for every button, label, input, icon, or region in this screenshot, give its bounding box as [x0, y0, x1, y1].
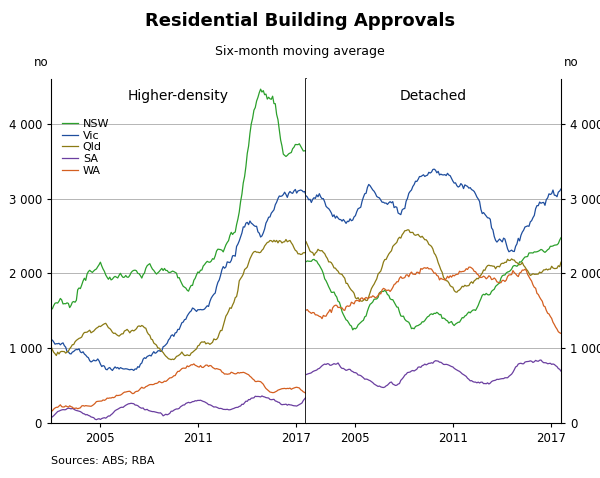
WA — [302, 391, 310, 396]
Qld — [153, 342, 160, 348]
Text: Detached: Detached — [400, 89, 467, 103]
WA — [209, 365, 216, 370]
NSW — [257, 87, 264, 92]
Vic — [109, 368, 116, 373]
SA — [259, 393, 266, 399]
SA — [209, 403, 216, 409]
SA — [302, 394, 310, 400]
SA — [47, 415, 55, 421]
Line: SA: SA — [51, 396, 306, 420]
Line: Vic: Vic — [51, 189, 306, 370]
Qld — [194, 343, 202, 349]
NSW — [194, 269, 202, 275]
SA — [93, 417, 100, 423]
SA — [177, 404, 184, 410]
WA — [78, 403, 85, 409]
Line: WA: WA — [51, 364, 306, 411]
NSW — [209, 256, 216, 261]
Text: Six-month moving average: Six-month moving average — [215, 45, 385, 58]
Qld — [283, 237, 290, 242]
Vic — [302, 193, 310, 198]
Vic — [194, 307, 202, 313]
Qld — [47, 344, 55, 349]
Qld — [78, 334, 85, 340]
Qld — [150, 340, 157, 346]
Text: Higher-density: Higher-density — [128, 89, 229, 103]
SA — [194, 398, 202, 403]
Line: NSW: NSW — [51, 89, 306, 309]
Vic — [177, 323, 184, 329]
Qld — [209, 339, 216, 345]
WA — [150, 381, 157, 387]
Qld — [177, 351, 184, 357]
WA — [153, 380, 160, 386]
Text: Sources: ABS; RBA: Sources: ABS; RBA — [51, 456, 155, 466]
Legend: NSW, Vic, Qld, SA, WA: NSW, Vic, Qld, SA, WA — [62, 119, 109, 175]
WA — [47, 408, 55, 414]
Vic — [152, 350, 159, 356]
Vic — [154, 348, 161, 354]
Text: Residential Building Approvals: Residential Building Approvals — [145, 12, 455, 30]
Vic — [209, 293, 216, 299]
Vic — [78, 350, 85, 356]
Line: Qld: Qld — [51, 239, 306, 359]
NSW — [79, 278, 86, 284]
Text: no: no — [34, 55, 49, 68]
NSW — [152, 270, 159, 275]
NSW — [302, 148, 310, 154]
NSW — [49, 306, 56, 312]
Qld — [302, 249, 310, 255]
Vic — [47, 337, 55, 343]
SA — [154, 410, 161, 415]
WA — [176, 369, 183, 374]
SA — [78, 410, 85, 415]
NSW — [177, 278, 184, 283]
NSW — [154, 270, 161, 276]
NSW — [47, 305, 55, 311]
Text: no: no — [563, 55, 578, 68]
Qld — [167, 357, 175, 362]
WA — [190, 361, 197, 367]
WA — [194, 364, 202, 369]
SA — [152, 409, 159, 415]
Vic — [292, 186, 299, 192]
